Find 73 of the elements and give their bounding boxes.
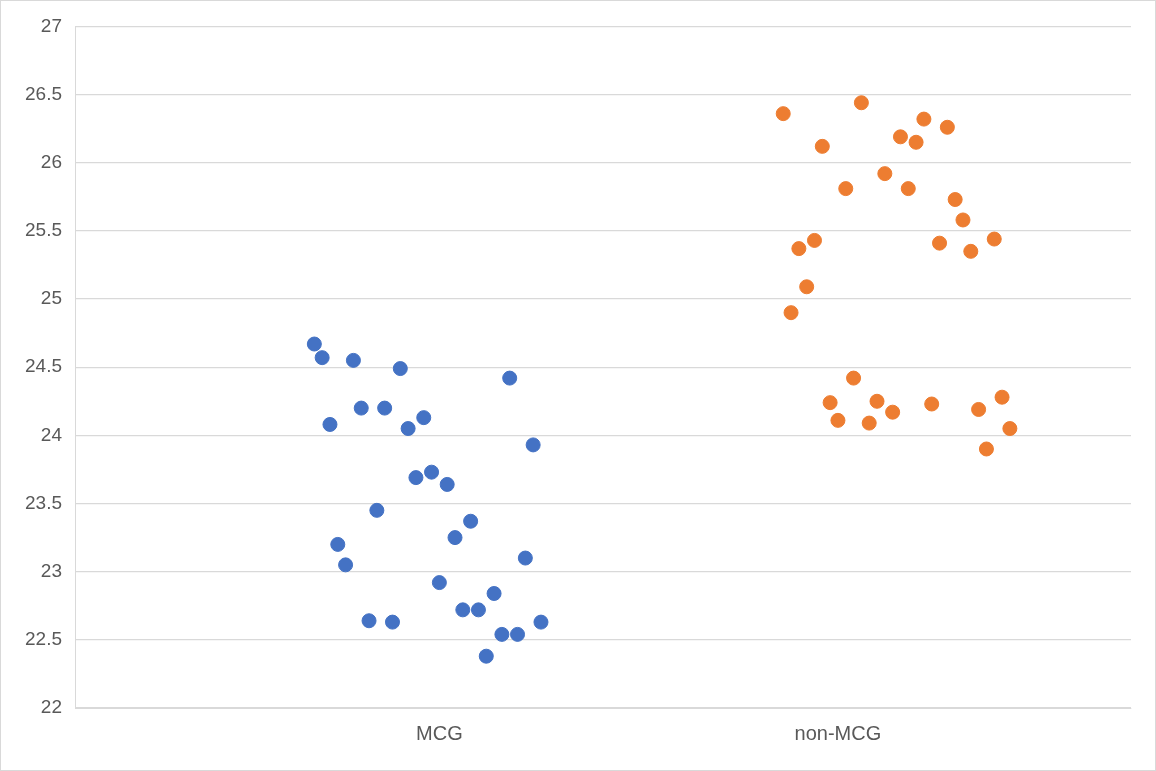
point — [525, 437, 541, 453]
y-tick-label: 22.5 — [25, 628, 62, 650]
point — [400, 421, 416, 437]
point — [470, 602, 486, 618]
point — [971, 401, 987, 417]
point — [791, 241, 807, 257]
point — [431, 575, 447, 591]
point — [1002, 421, 1018, 437]
point — [447, 530, 463, 546]
point — [353, 400, 369, 416]
x-tick-label: non-MCG — [794, 721, 882, 744]
point — [424, 464, 440, 480]
point — [510, 626, 526, 642]
point — [517, 550, 533, 566]
x-tick-label: MCG — [416, 721, 463, 744]
y-tick-label: 25 — [40, 287, 62, 309]
point — [822, 395, 838, 411]
y-tick-label: 24 — [40, 423, 63, 445]
point — [861, 415, 877, 431]
point — [338, 557, 354, 573]
point — [502, 370, 518, 386]
y-tick-label: 24.5 — [25, 355, 62, 377]
y-tick-label: 26 — [40, 150, 62, 172]
point — [775, 106, 791, 122]
point — [814, 138, 830, 154]
point — [892, 129, 908, 145]
point — [408, 470, 424, 486]
point — [377, 400, 393, 416]
point — [994, 389, 1010, 405]
y-tick-label: 23.5 — [25, 491, 62, 513]
point — [806, 232, 822, 248]
point — [963, 243, 979, 259]
point — [314, 350, 330, 366]
y-tick-label: 27 — [40, 14, 62, 36]
point — [533, 614, 549, 630]
point — [439, 476, 455, 492]
point — [455, 602, 471, 618]
point — [361, 613, 377, 629]
point — [330, 536, 346, 552]
point — [322, 416, 338, 432]
point — [494, 626, 510, 642]
y-tick-label: 22 — [40, 696, 62, 718]
point — [830, 412, 846, 428]
point — [947, 192, 963, 208]
point — [900, 181, 916, 197]
point — [869, 393, 885, 409]
point — [924, 396, 940, 412]
point — [916, 111, 932, 127]
point — [885, 404, 901, 420]
point — [908, 134, 924, 150]
point — [486, 585, 502, 601]
point — [853, 95, 869, 111]
y-tick-label: 25.5 — [25, 219, 62, 241]
y-tick-label: 26.5 — [25, 82, 62, 104]
point — [392, 361, 408, 377]
point — [955, 212, 971, 228]
point — [939, 119, 955, 135]
point — [783, 305, 799, 321]
point — [345, 352, 361, 368]
point — [799, 279, 815, 295]
point — [384, 614, 400, 630]
point — [416, 410, 432, 426]
point — [478, 648, 494, 664]
point — [978, 441, 994, 457]
point — [369, 502, 385, 518]
point — [838, 181, 854, 197]
point — [846, 370, 862, 386]
point — [932, 235, 948, 251]
point — [463, 513, 479, 529]
point — [986, 231, 1002, 247]
point — [306, 336, 322, 352]
y-tick-label: 23 — [40, 559, 62, 581]
point — [877, 166, 893, 182]
